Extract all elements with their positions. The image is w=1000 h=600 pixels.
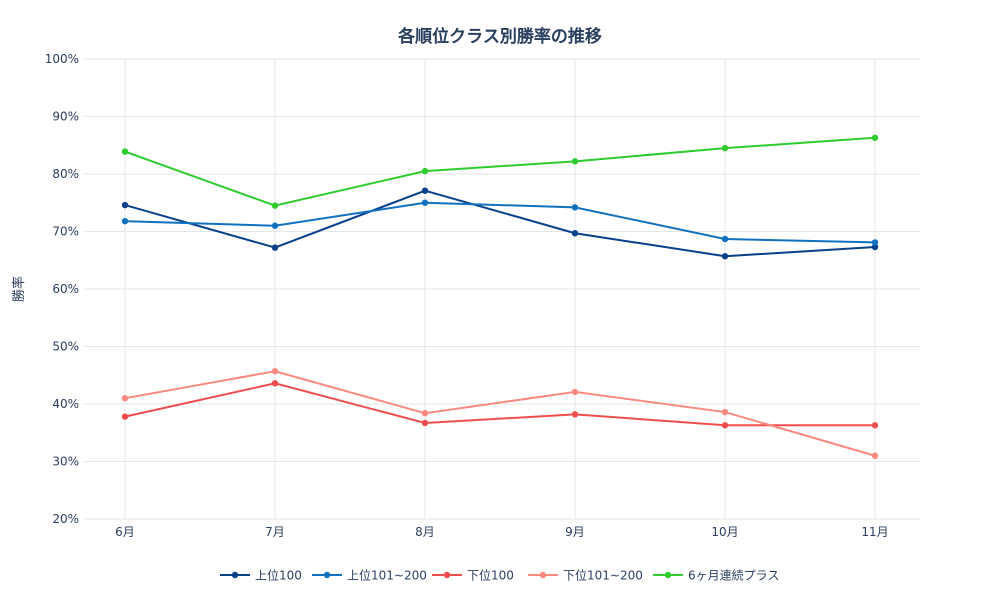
data-point <box>871 239 879 246</box>
series-line <box>124 370 876 457</box>
legend-marker <box>323 571 331 579</box>
data-point <box>421 167 429 175</box>
legend-marker <box>443 571 451 579</box>
x-tick-label: 6月 <box>115 525 135 539</box>
series-line <box>124 201 876 244</box>
y-tick-label: 40% <box>52 397 79 411</box>
data-point <box>571 411 579 418</box>
chart-title: 各順位クラス別勝率の推移 <box>397 26 602 47</box>
data-point <box>871 422 879 429</box>
y-tick-label: 100% <box>45 52 79 66</box>
data-point <box>571 388 579 396</box>
y-axis-label: 勝率 <box>11 276 27 302</box>
data-point <box>871 243 879 251</box>
legend-item[interactable]: 上位101~200 <box>312 568 427 583</box>
series-line <box>124 189 876 258</box>
data-point <box>121 413 129 420</box>
legend-label: 6ヶ月連続プラス <box>688 569 779 583</box>
legend-item[interactable]: 下位101~200 <box>528 568 643 583</box>
data-point <box>121 217 129 225</box>
data-point <box>571 204 579 211</box>
legend-item[interactable]: 6ヶ月連続プラス <box>653 569 779 583</box>
data-point <box>421 419 429 427</box>
data-point <box>271 222 279 229</box>
data-point <box>571 158 579 165</box>
data-point <box>721 144 729 152</box>
x-tick-label: 10月 <box>711 525 738 539</box>
y-tick-label: 80% <box>52 167 79 181</box>
data-point <box>721 253 729 260</box>
series-line <box>124 382 875 427</box>
series-上位100 <box>121 187 879 260</box>
legend-label: 上位101~200 <box>347 568 427 583</box>
x-tick-label: 9月 <box>565 525 585 539</box>
data-point <box>271 244 279 251</box>
y-tick-label: 90% <box>52 110 79 124</box>
legend-label: 上位100 <box>255 568 302 583</box>
series-上位101~200 <box>121 199 879 246</box>
data-point <box>121 395 129 402</box>
series-6ヶ月連続プラス <box>121 134 879 209</box>
legend-marker <box>539 571 547 579</box>
x-tick-label: 7月 <box>265 525 285 539</box>
y-tick-label: 70% <box>52 225 79 239</box>
data-point <box>571 230 579 237</box>
data-point <box>871 452 879 459</box>
data-point <box>271 380 279 387</box>
y-tick-label: 30% <box>52 455 79 469</box>
data-point <box>421 410 429 417</box>
legend-label: 下位101~200 <box>563 568 643 583</box>
data-point <box>421 199 429 206</box>
legend-item[interactable]: 下位100 <box>432 568 514 583</box>
data-point <box>721 408 729 416</box>
data-point <box>121 201 129 209</box>
legend-label: 下位100 <box>467 568 514 583</box>
y-tick-label: 60% <box>52 282 79 296</box>
legend-marker <box>664 571 672 579</box>
data-point <box>721 235 729 243</box>
series-line <box>124 136 876 207</box>
x-tick-label: 8月 <box>415 525 435 539</box>
data-point <box>871 134 879 141</box>
data-point <box>271 202 279 209</box>
series-下位100 <box>121 380 879 429</box>
legend-item[interactable]: 上位100 <box>220 568 302 583</box>
legend-marker <box>231 571 239 579</box>
y-tick-label: 20% <box>52 512 79 526</box>
data-point <box>421 187 429 194</box>
series-下位101~200 <box>121 368 879 459</box>
y-tick-label: 50% <box>52 340 79 354</box>
data-point <box>271 368 279 375</box>
data-point <box>121 148 129 155</box>
data-point <box>721 422 729 429</box>
x-tick-label: 11月 <box>861 525 888 539</box>
